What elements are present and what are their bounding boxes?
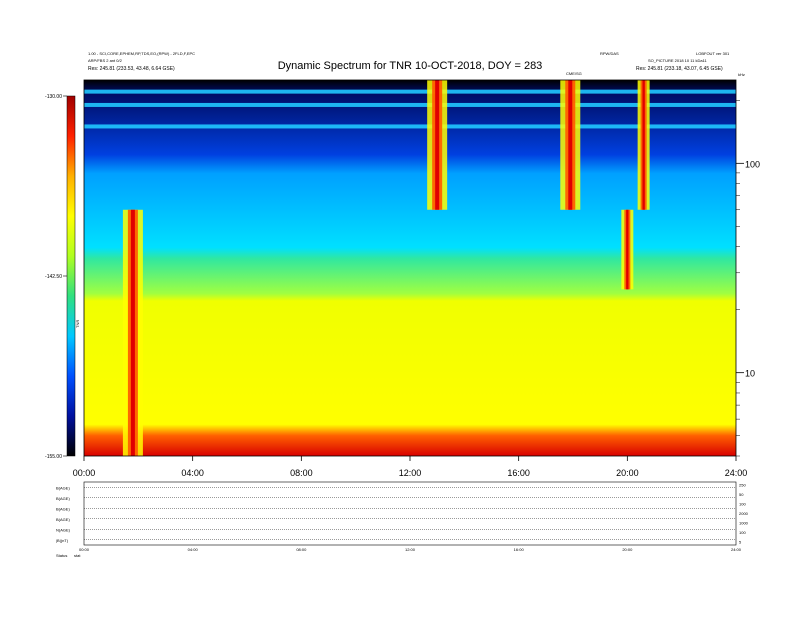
spectrogram-plot: 00:00 04:00 08:00 12:00 16:00 20:00 24:00 100 1…	[73, 79, 760, 478]
colorbar-fill	[66, 95, 76, 457]
header-top-left-3: Res: 245.81 (233.53, 43.48, 6.64 GSE)	[88, 66, 175, 72]
bottom-panel-right-tick-2: 100	[739, 502, 746, 507]
bottom-panel-x-tick-1: 04:00	[188, 547, 199, 552]
x-tick-label-4: 16:00	[507, 468, 530, 478]
interference-band-1	[84, 102, 736, 107]
header-top-right-3: SO_PICTURE 2018 10 11 kDa11	[648, 58, 708, 63]
bottom-panel-right-tick-4: 1000	[739, 521, 749, 526]
bottom-panel-label-1: B(AGE)	[56, 496, 70, 501]
bottom-panels: B(AGE) B(AGE) B(AGE) B(AGE) N(AGE) |B|(nT) 250…	[56, 481, 749, 552]
bottom-panel-x-tick-0: 00:00	[79, 547, 90, 552]
bottom-panel-right-tick-6: 5	[739, 540, 742, 545]
unit-label: kHz	[738, 72, 745, 77]
radio-burst-4	[637, 80, 650, 210]
header-top-left-2: ARP/FBS 2 ant 0/2	[88, 58, 123, 63]
colorbar-label: TNR	[75, 320, 80, 328]
bottom-panel-frame	[83, 481, 737, 546]
bottom-panel-label-0: B(AGE)	[56, 485, 70, 490]
bottom-panel-x-tick-3: 12:00	[405, 547, 416, 552]
colorbar: TNR -130.00 -142.50 -155.00	[45, 94, 80, 460]
y-tick-label-1: 10	[745, 369, 755, 379]
x-tick-label-0: 00:00	[73, 468, 96, 478]
header-top-right-4: Res: 245.81 (233.18, 43.07, 6.45 GSE)	[636, 66, 723, 72]
x-tick-label-3: 12:00	[399, 468, 422, 478]
x-tick-label-5: 20:00	[616, 468, 639, 478]
colorbar-tick-label-0: -130.00	[45, 94, 62, 100]
bottom-panel-right-tick-5: 100	[739, 530, 746, 535]
x-tick-label-6: 24:00	[725, 468, 748, 478]
bottom-panel-right-tick-1: 50	[739, 492, 744, 497]
bottom-panel-label-4: N(AGE)	[56, 527, 71, 532]
chart-title: Dynamic Spectrum for TNR 10-OCT-2018, DO…	[278, 60, 543, 72]
bottom-panel-label-5: |B|(nT)	[56, 538, 69, 543]
footer-label: Status	[56, 553, 67, 558]
radio-burst-3	[621, 209, 634, 290]
header-top-right-2: LOBFOUT ver 301	[696, 51, 730, 56]
colorbar-tick-label-2: -155.00	[45, 454, 62, 460]
footer-label-2: stat	[74, 553, 81, 558]
bottom-panel-label-3: B(AGE)	[56, 517, 70, 522]
bottom-panel-right-tick-0: 250	[739, 483, 746, 488]
bottom-panel-label-2: B(AGE)	[56, 506, 70, 511]
radio-burst-2	[560, 80, 581, 210]
header-top-left-1: 1.00 - SCI,CORE,EPHEM,RP,TDS,EO,(RPW) - …	[88, 51, 195, 56]
bottom-panel-x-tick-4: 16:00	[514, 547, 525, 552]
colorbar-tick-label-1: -142.50	[45, 274, 62, 280]
x-tick-label-1: 04:00	[181, 468, 204, 478]
interference-band-2	[84, 89, 736, 94]
event-label: CME/SG	[566, 71, 582, 76]
bottom-panel-x-tick-6: 24:00	[731, 547, 742, 552]
x-tick-label-2: 08:00	[290, 468, 313, 478]
bottom-panel-x-tick-2: 08:00	[296, 547, 307, 552]
radio-burst-0	[122, 209, 143, 456]
header-top-right-1: RPW/DAS	[600, 51, 619, 56]
interference-band-0	[84, 124, 736, 129]
bottom-panel-right-tick-3: 2000	[739, 511, 749, 516]
y-tick-label-0: 100	[745, 159, 760, 169]
radio-burst-1	[427, 80, 448, 210]
bottom-panel-x-tick-5: 20:00	[622, 547, 633, 552]
